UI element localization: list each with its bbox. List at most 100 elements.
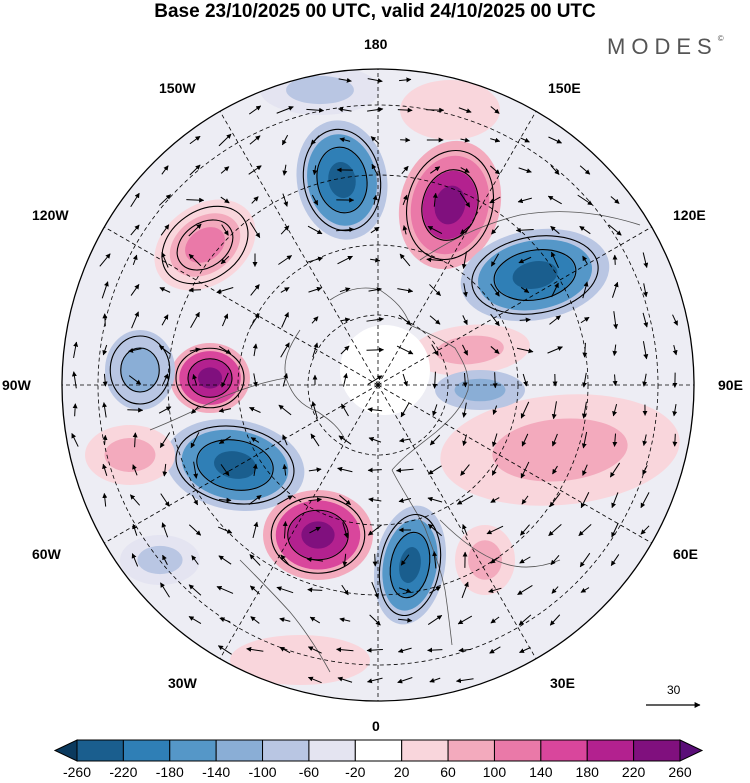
wind-arrow	[307, 587, 323, 593]
anomaly-low-canada	[105, 330, 175, 410]
wind-arrow	[102, 344, 108, 356]
wind-arrow	[217, 526, 233, 534]
wind-arrow	[367, 407, 383, 413]
wind-arrow	[490, 346, 500, 354]
anomaly-low-east-us	[120, 535, 200, 585]
wind-arrow	[490, 556, 500, 564]
wind-arrow	[280, 554, 290, 566]
wind-arrow	[246, 646, 264, 652]
wind-arrow	[130, 192, 140, 208]
wind-arrow	[337, 466, 353, 473]
wind-arrow	[160, 224, 170, 236]
anomaly-low-east-pacific	[296, 120, 388, 240]
wind-arrow	[282, 434, 288, 446]
wind-arrow	[128, 375, 142, 385]
wind-arrow	[429, 434, 441, 446]
wind-arrow	[612, 254, 618, 265]
anomaly-high-bering	[400, 80, 500, 140]
wind-arrow	[432, 551, 438, 569]
wind-arrow	[550, 225, 560, 235]
wind-arrow	[161, 252, 169, 268]
wind-arrow	[251, 196, 259, 204]
wind-arrow	[281, 312, 289, 328]
wind-arrow	[158, 345, 171, 355]
wind-arrow	[429, 284, 441, 296]
colorbar-bin	[401, 739, 449, 762]
wind-arrow	[280, 342, 290, 358]
wind-arrow	[642, 341, 649, 360]
colorbar-bin	[540, 739, 588, 762]
wind-arrow	[218, 133, 232, 147]
anomaly-low-labrador	[165, 419, 305, 511]
wind-arrow	[372, 553, 378, 567]
meridian-line	[377, 226, 652, 386]
wind-arrow	[252, 373, 258, 388]
meridian-line	[219, 111, 379, 386]
wind-arrow	[518, 256, 532, 264]
contour-loop	[187, 358, 233, 398]
wind-arrow	[371, 163, 379, 176]
wind-arrow	[490, 497, 500, 503]
colorbar-bin	[169, 739, 217, 762]
wind-arrow	[342, 553, 348, 567]
wind-arrow	[611, 492, 619, 509]
wind-arrow	[220, 166, 230, 174]
wind-arrow	[339, 137, 351, 143]
wind-arrow	[582, 255, 588, 265]
wind-arrow	[611, 522, 619, 538]
wind-arrow	[158, 194, 172, 206]
wind-arrow	[521, 433, 529, 447]
meridian-line	[104, 226, 379, 386]
contour-loop	[471, 235, 599, 315]
wind-arrow	[642, 283, 648, 298]
wind-arrow	[456, 495, 473, 505]
wind-arrow	[308, 497, 322, 503]
colorbar-tick-label: 180	[575, 764, 599, 780]
wind-arrow	[462, 344, 468, 356]
contour-loop	[176, 219, 234, 271]
wind-arrow	[672, 404, 678, 417]
wind-arrow	[491, 225, 499, 235]
anomaly-high-hudson	[170, 343, 250, 413]
wind-arrow	[370, 226, 380, 234]
wind-arrow	[461, 402, 467, 418]
wind-arrow	[400, 402, 410, 418]
wind-arrow	[342, 522, 349, 539]
wind-arrow	[612, 374, 618, 387]
wind-arrow	[432, 371, 438, 389]
colorbar-bin	[215, 739, 264, 762]
wind-arrow	[249, 554, 261, 566]
wind-arrow	[551, 433, 558, 447]
wind-arrow	[516, 347, 534, 354]
wind-arrow	[460, 167, 470, 173]
wind-arrow	[337, 107, 352, 113]
anomaly-band	[137, 545, 183, 575]
wind-arrow	[190, 311, 200, 328]
label-60e: 60E	[673, 546, 698, 562]
wind-arrow	[279, 617, 291, 623]
wind-arrow	[461, 251, 468, 270]
anomaly-band	[512, 261, 558, 289]
wind-arrow	[612, 344, 618, 356]
wind-arrow	[366, 647, 383, 653]
wind-arrow	[581, 431, 588, 449]
anomaly-high-alaska-edge	[85, 425, 175, 485]
contour-loop	[405, 149, 495, 261]
wind-arrow	[432, 192, 438, 207]
wind-arrow	[102, 434, 108, 445]
wind-arrow	[520, 524, 530, 536]
wind-arrow	[612, 403, 618, 417]
wind-arrow	[339, 494, 351, 506]
wind-arrow	[161, 165, 169, 175]
contour-loop	[161, 205, 249, 285]
wind-arrow	[311, 316, 319, 324]
wind-arrow	[337, 255, 353, 265]
colorbar-tick-label: -260	[62, 764, 92, 780]
anomaly-band	[454, 378, 506, 402]
wind-arrow	[367, 107, 384, 112]
brand-text: MODES	[607, 34, 718, 59]
anomaly-band	[492, 418, 628, 482]
colorbar-extend-low	[53, 739, 78, 762]
anomaly-band	[436, 335, 504, 365]
wind-arrow	[427, 225, 443, 235]
